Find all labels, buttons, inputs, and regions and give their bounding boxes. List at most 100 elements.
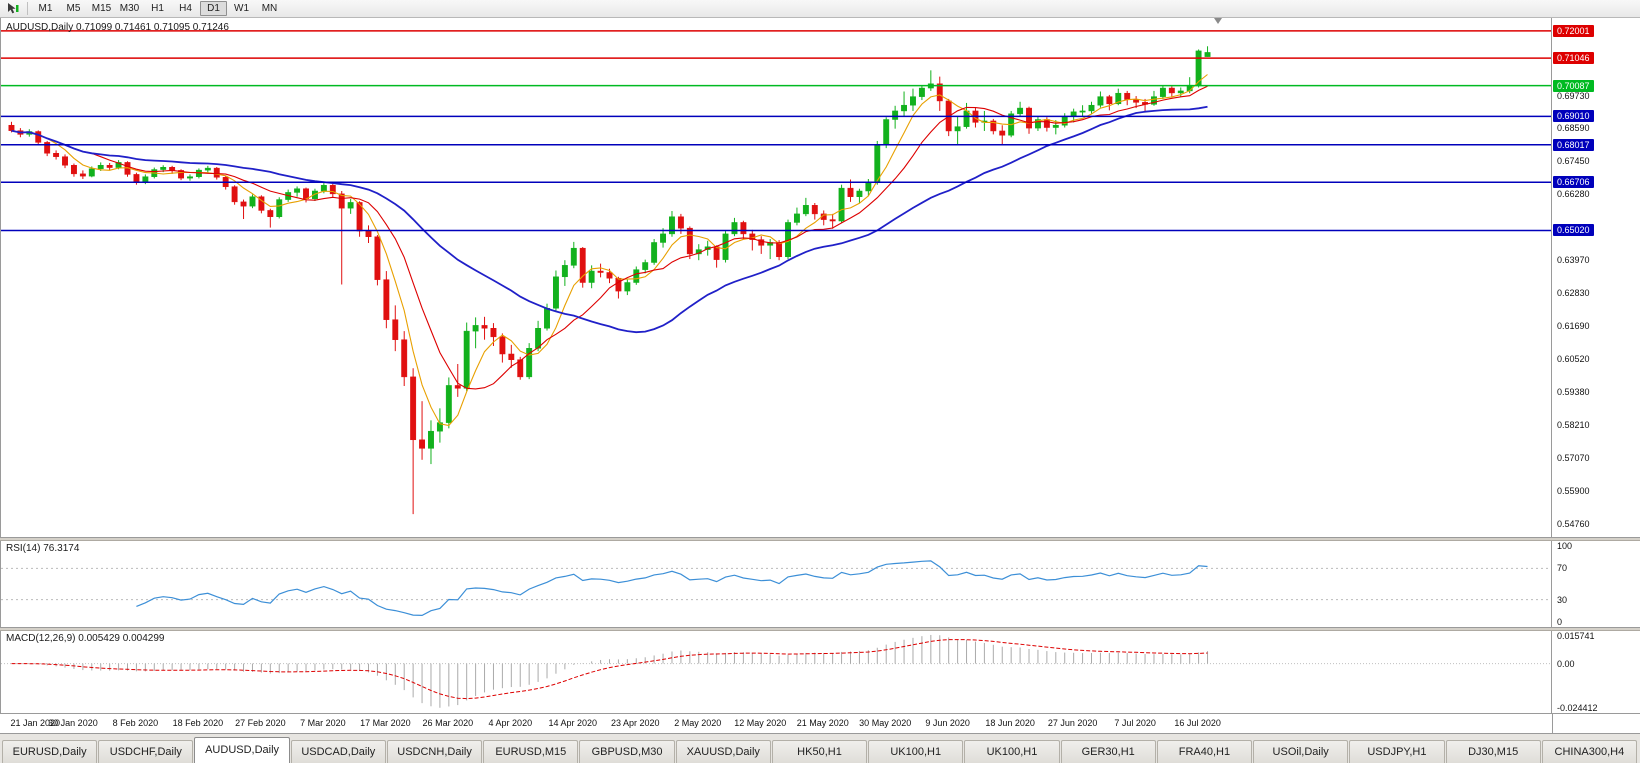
date-label: 2 May 2020: [674, 718, 722, 728]
macd-label: MACD(12,26,9) 0.005429 0.004299: [6, 633, 165, 644]
timeframe-button-M30[interactable]: M30: [119, 3, 140, 14]
price-tick: 0.67450: [1557, 155, 1590, 166]
macd-canvas: [1, 634, 1551, 708]
chart-tab-USDCNH-Daily[interactable]: USDCNH,Daily: [386, 740, 483, 763]
timeframe-button-M5[interactable]: M5: [66, 3, 81, 14]
timeframe-button-H1[interactable]: H1: [151, 3, 164, 14]
chart-tab-USOil-Daily[interactable]: USOil,Daily: [1253, 740, 1349, 763]
date-label: 21 May 2020: [796, 718, 849, 728]
price-tick: 0.63970: [1557, 255, 1590, 266]
chart-tabs-bar: EURUSD,Daily USDCHF,Daily AUDUSD,Daily USDC…: [0, 734, 1640, 763]
date-label: 8 Feb 2020: [112, 718, 159, 728]
date-label: 14 Apr 2020: [548, 718, 598, 728]
chart-title: AUDUSD,Daily 0.71099 0.71461 0.71095 0.7…: [6, 22, 229, 33]
price-level-badge: 0.72001: [1553, 24, 1594, 37]
price-tick: 0.62830: [1557, 288, 1590, 299]
price-tick: 0.69730: [1557, 90, 1590, 101]
level-lines: [1, 30, 1551, 232]
price-tick: 0.68590: [1557, 123, 1590, 134]
date-label: 16 Jul 2020: [1174, 718, 1221, 728]
date-label: 30 Jan 2020: [48, 718, 98, 728]
chart-tab-AUDUSD-Daily[interactable]: AUDUSD,Daily: [194, 737, 290, 763]
chart-cursor-icon[interactable]: [3, 1, 23, 16]
timeframe-toolbar: M1 M5 M15 M30 H1 H4 D1 W1 MN: [0, 0, 1640, 18]
chart-tab-GER30-H1[interactable]: GER30,H1: [1060, 740, 1156, 763]
chart-tab-HK50-H1[interactable]: HK50,H1: [771, 740, 868, 763]
chart-tab-DJ30-M15[interactable]: DJ30,M15: [1445, 740, 1541, 763]
date-label: 18 Feb 2020: [172, 718, 224, 728]
rsi-label: RSI(14) 76.3174: [6, 543, 80, 554]
macd-tick: 0.00: [1557, 658, 1575, 669]
date-label: 12 May 2020: [734, 718, 787, 728]
chart-tab-GBPUSD-M30[interactable]: GBPUSD,M30: [579, 740, 675, 763]
price-chart-canvas: [1, 30, 1551, 515]
chart-tab-CHINA300-H4[interactable]: CHINA300,H4: [1541, 740, 1637, 763]
chart-shift-marker[interactable]: [1214, 18, 1222, 24]
macd-scale[interactable]: 0.015741 0.00 -0.024412: [1551, 631, 1639, 713]
date-label: 27 Jun 2020: [1047, 718, 1098, 728]
candles-layer: [8, 46, 1211, 515]
chart-tab-USDCHF-Daily[interactable]: USDCHF,Daily: [98, 740, 194, 763]
date-label: 23 Apr 2020: [610, 718, 660, 728]
timeframe-button-D1[interactable]: D1: [200, 1, 227, 16]
moving-average-10: [11, 85, 1208, 390]
chart-tab-UK100-H1[interactable]: UK100,H1: [868, 740, 964, 763]
timeframe-button-MN[interactable]: MN: [261, 3, 278, 14]
price-level-badge: 0.68017: [1553, 138, 1594, 151]
price-tick: 0.61690: [1557, 320, 1590, 331]
date-label: 9 Jun 2020: [925, 718, 970, 728]
macd-tick: 0.015741: [1557, 631, 1595, 641]
pane-splitter[interactable]: [0, 628, 1640, 631]
timeframe-buttons: M1 M5 M15 M30 H1 H4 D1 W1 MN: [32, 1, 283, 16]
price-level-badge: 0.70087: [1553, 79, 1594, 92]
axis-corner: [1552, 714, 1640, 733]
price-tick: 0.55900: [1557, 486, 1590, 497]
date-label: 30 May 2020: [859, 718, 912, 728]
rsi-canvas: [1, 560, 1551, 617]
cursor-arrow-glyph: [8, 3, 19, 14]
rsi-tick: 70: [1557, 563, 1568, 574]
price-tick: 0.66280: [1557, 189, 1590, 200]
price-tick: 0.58210: [1557, 420, 1590, 431]
price-level-badge: 0.69010: [1553, 110, 1594, 123]
price-level-badge: 0.65020: [1553, 224, 1594, 237]
macd-pane: MACD(12,26,9) 0.005429 0.004299 0.015741…: [0, 631, 1640, 714]
date-label: 7 Mar 2020: [300, 718, 346, 728]
date-label: 26 Mar 2020: [422, 718, 474, 728]
pane-splitter[interactable]: [0, 538, 1640, 541]
timeframe-button-W1[interactable]: W1: [234, 3, 249, 14]
price-scale[interactable]: 0.69730 0.68590 0.67450 0.66280 0.63970 0.628…: [1551, 18, 1639, 537]
chart-tab-XAUUSD-Daily[interactable]: XAUUSD,Daily: [675, 740, 771, 763]
chart-tab-FRA40-H1[interactable]: FRA40,H1: [1156, 740, 1253, 763]
chart-tab-EURUSD-Daily[interactable]: EURUSD,Daily: [2, 740, 98, 763]
date-label: 27 Feb 2020: [235, 718, 286, 728]
price-level-badge: 0.71046: [1553, 52, 1594, 65]
date-label: 21 Jan 2020: [10, 718, 60, 728]
rsi-tick: 100: [1557, 541, 1573, 551]
rsi-scale[interactable]: 100 70 30 0: [1551, 541, 1639, 627]
price-tick: 0.59380: [1557, 386, 1590, 397]
macd-tick: -0.024412: [1557, 703, 1598, 713]
timeframe-button-M15[interactable]: M15: [91, 3, 112, 14]
price-tick: 0.57070: [1557, 452, 1590, 463]
macd-histogram: [19, 634, 1209, 708]
chart-tab-USDCAD-Daily[interactable]: USDCAD,Daily: [290, 740, 386, 763]
toolbar-separator: [27, 2, 28, 15]
macd-signal-line: [11, 639, 1208, 700]
time-axis[interactable]: 21 Jan 2020 30 Jan 2020 8 Feb 2020 18 Feb 2…: [0, 714, 1640, 734]
rsi-tick: 30: [1557, 594, 1568, 605]
price-chart-plot[interactable]: AUDUSD,Daily 0.71099 0.71461 0.71095 0.7…: [0, 18, 1551, 537]
date-label: 4 Apr 2020: [488, 718, 533, 728]
main-chart-pane: AUDUSD,Daily 0.71099 0.71461 0.71095 0.7…: [0, 18, 1640, 538]
timeframe-button-M1[interactable]: M1: [38, 3, 53, 14]
macd-plot[interactable]: MACD(12,26,9) 0.005429 0.004299: [0, 631, 1551, 713]
chart-tab-UK100-H1[interactable]: UK100,H1: [964, 740, 1060, 763]
price-level-badge: 0.66706: [1553, 176, 1594, 189]
chart-tab-EURUSD-M15[interactable]: EURUSD,M15: [483, 740, 579, 763]
timeframe-button-H4[interactable]: H4: [179, 3, 192, 14]
date-label: 18 Jun 2020: [985, 718, 1035, 728]
rsi-plot[interactable]: RSI(14) 76.3174: [0, 541, 1551, 627]
moving-average-30: [11, 105, 1208, 334]
rsi-tick: 0: [1557, 617, 1563, 627]
chart-tab-USDJPY-H1[interactable]: USDJPY,H1: [1349, 740, 1445, 763]
